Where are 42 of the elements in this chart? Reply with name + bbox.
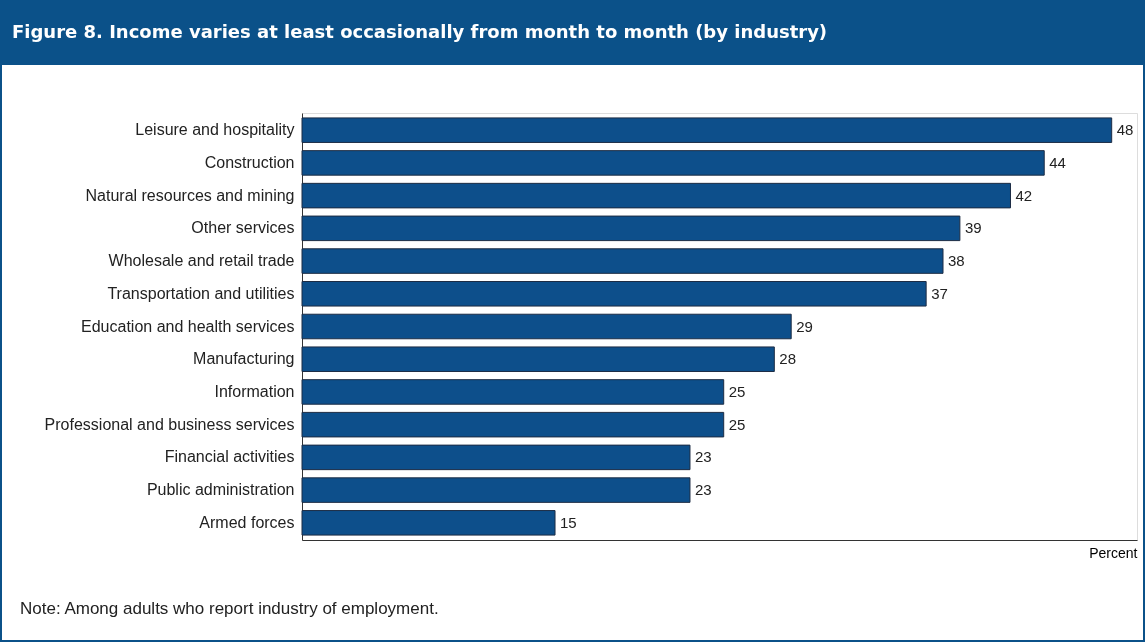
bar	[301, 411, 725, 438]
data-label: 37	[931, 284, 948, 302]
text: Note: Among adults who report industry of employment.	[20, 599, 439, 618]
bar	[301, 117, 1113, 143]
y-tick-label: Transportation and utilities	[107, 284, 295, 302]
y-tick-label: Professional and business services	[44, 415, 295, 433]
bar	[301, 510, 556, 536]
y-tick-label: Natural resources and mining	[85, 186, 295, 204]
y-tick-label: Manufacturing	[193, 350, 295, 368]
data-label: 39	[964, 219, 982, 237]
bar	[301, 281, 927, 307]
y-tick-label: Armed forces	[199, 513, 295, 531]
bar	[301, 444, 691, 471]
bar	[301, 182, 1011, 209]
y-tick-label: Construction	[204, 153, 295, 171]
bar	[301, 346, 775, 372]
data-label: 38	[948, 252, 965, 270]
data-label: 42	[1015, 186, 1033, 204]
bar	[301, 248, 944, 274]
data-label: 15	[560, 513, 577, 531]
y-tick-label: Other services	[191, 219, 295, 237]
chart-title: Figure 8. Income varies at least occasionally from month to month (by industry)	[12, 21, 828, 42]
data-label: 23	[694, 481, 712, 499]
data-label: 28	[779, 350, 797, 368]
y-tick-label: Leisure and hospitality	[135, 121, 295, 139]
data-label: 44	[1049, 153, 1066, 171]
x-axis-title: Percent	[1089, 544, 1138, 561]
y-tick-label: Wholesale and retail trade	[108, 252, 295, 270]
data-label: 25	[728, 415, 746, 433]
bar	[301, 215, 961, 242]
y-tick-label: Information	[214, 382, 295, 400]
data-label: 29	[796, 317, 813, 335]
bar	[301, 150, 1045, 176]
data-label: 48	[1116, 121, 1134, 139]
y-tick-label: Financial activities	[164, 448, 295, 466]
bar	[301, 477, 691, 503]
y-tick-label: Public administration	[146, 481, 295, 499]
y-tick-label: Education and health services	[81, 317, 295, 335]
bar	[301, 313, 792, 340]
bar	[301, 379, 725, 405]
data-label: 25	[728, 382, 746, 400]
data-label: 23	[694, 448, 712, 466]
